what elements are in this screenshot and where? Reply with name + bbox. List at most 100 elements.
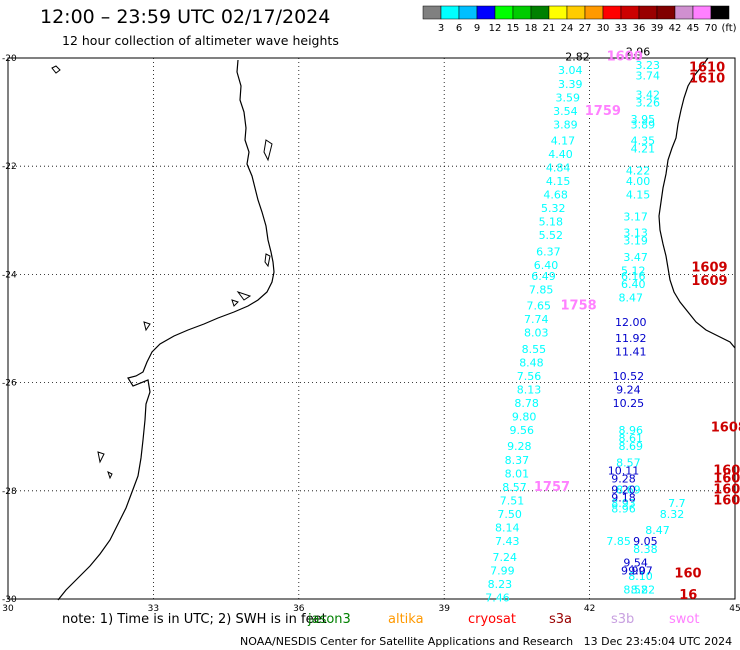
wave-height-value: 8.96 <box>611 502 636 515</box>
wave-height-value: 4.17 <box>551 135 576 148</box>
wave-height-value: 8.96 <box>619 424 644 437</box>
wave-height-value: 9.05 <box>633 535 658 548</box>
wave-height-value: 8.82 <box>631 584 656 597</box>
wave-height-value: 9.28 <box>611 473 636 486</box>
wave-height-value: 4.68 <box>543 189 568 202</box>
time-label: 160 <box>674 566 701 581</box>
wave-height-value: 4.40 <box>548 148 573 161</box>
colorbar-label: 30 <box>597 23 610 34</box>
colorbar-label: 6 <box>456 23 462 34</box>
wave-height-value: 7.85 <box>606 535 631 548</box>
legend-s3b: s3b <box>611 612 635 627</box>
wave-height-value: 7.46 <box>485 592 510 605</box>
wave-height-value: 8.69 <box>619 440 644 453</box>
wave-height-value: 8.47 <box>619 291 644 304</box>
wave-height-value: 7.51 <box>500 494 525 507</box>
colorbar-label: (ft) <box>721 23 736 34</box>
wave-height-value: 3.13 <box>623 227 648 240</box>
time-label: 1609 <box>691 274 727 289</box>
wave-height-value: 8.78 <box>514 397 539 410</box>
wave-height-value: 6.16 <box>621 270 646 283</box>
wave-height-value: 8.10 <box>628 570 653 583</box>
lat-tick-label: -20 <box>2 54 17 64</box>
wave-height-value: 7.50 <box>497 508 522 521</box>
wave-height-value: 8.03 <box>524 327 549 340</box>
wave-height-value: 9.24 <box>616 383 641 396</box>
wave-height-value: 9.18 <box>611 492 636 505</box>
wave-height-value: 4.15 <box>626 189 651 202</box>
wave-height-value: 12.00 <box>615 316 647 329</box>
wave-height-value: 7.74 <box>524 313 549 326</box>
time-label: 1608 <box>713 483 740 498</box>
wave-height-value: 4.21 <box>631 143 656 156</box>
wave-height-value: 9.20 <box>611 484 636 497</box>
wave-height-value: 8.55 <box>522 343 547 356</box>
colorbar-label: 18 <box>525 23 538 34</box>
wave-height-value: 7.65 <box>526 300 551 313</box>
time-label: 1759 <box>585 104 621 119</box>
wave-height-value: 5.12 <box>621 264 646 277</box>
wave-height-value: 8.37 <box>505 454 530 467</box>
wave-height-value: 8.69 <box>616 484 641 497</box>
wave-height-value: 8.23 <box>488 578 513 591</box>
wave-height-value: 4.84 <box>546 162 571 175</box>
wave-height-value: 3.17 <box>623 210 648 223</box>
wave-height-labels: 3.043.393.593.543.894.174.404.844.154.68… <box>485 45 685 604</box>
lat-tick-label: -26 <box>2 379 17 389</box>
time-label: 1608 <box>713 464 740 479</box>
wave-height-value: 4.15 <box>546 175 571 188</box>
axis-labels: 30 33 36 39 42 45 -20 -22 -24 -26 -28 -30 <box>2 54 740 614</box>
wave-height-value: 9.54 <box>623 557 648 570</box>
wave-height-value: 6.40 <box>621 278 646 291</box>
footer-credit: NOAA/NESDIS Center for Satellite Applica… <box>240 635 733 648</box>
wave-height-value: 3.23 <box>636 59 661 72</box>
wave-height-value: 9.80 <box>512 410 537 423</box>
wave-height-value: 6.40 <box>534 259 559 272</box>
time-label: 1608 <box>713 472 740 487</box>
wave-height-value: 4.22 <box>626 164 651 177</box>
wave-height-value: 8.38 <box>633 543 658 556</box>
time-labels: 1600175917581757161016101609160916081608… <box>534 50 740 603</box>
colorbar-label: 9 <box>474 23 480 34</box>
lon-tick-label: 39 <box>438 604 450 614</box>
colorbar-label: 39 <box>651 23 664 34</box>
wave-height-value: 8.57 <box>502 481 527 494</box>
colorbar-label: 3 <box>438 23 444 34</box>
wave-height-value: 7.7 <box>668 497 686 510</box>
colorbar-label: 24 <box>561 23 574 34</box>
wave-height-value: 3.89 <box>631 118 656 131</box>
lon-tick-label: 33 <box>148 604 159 614</box>
wave-height-value: 8.14 <box>495 521 520 534</box>
time-label: 1758 <box>561 299 597 314</box>
wave-height-value: 8.01 <box>505 467 530 480</box>
colorbar-label: 21 <box>543 23 556 34</box>
wave-height-value: 10.25 <box>613 397 645 410</box>
wave-height-value: 8.32 <box>660 508 685 521</box>
map-subtitle: 12 hour collection of altimeter wave hei… <box>62 33 339 48</box>
legend-cryosat: cryosat <box>468 612 516 627</box>
legend-jason3: jason3 <box>308 612 351 627</box>
time-label: 1609 <box>691 261 727 276</box>
wave-height-value: 5.32 <box>541 202 566 215</box>
wave-height-value: 3.95 <box>631 113 656 126</box>
wave-height-value: 11.41 <box>615 346 647 359</box>
wave-height-value: 4.35 <box>631 135 656 148</box>
wave-height-value: 3.26 <box>636 97 661 110</box>
map-frame <box>7 57 736 600</box>
time-label: 1757 <box>534 480 570 495</box>
legend-note: note: 1) Time is in UTC; 2) SWH is in fe… <box>62 612 327 627</box>
wave-height-value: 3.74 <box>636 70 661 83</box>
wave-height-value: 9.07 <box>628 565 653 578</box>
islands <box>51 65 273 480</box>
lon-tick-label: 30 <box>2 604 14 614</box>
wave-height-value: 10.52 <box>613 370 645 383</box>
time-label: 16 <box>679 588 697 603</box>
wave-height-value: 7.85 <box>529 283 554 296</box>
colorbar: 3 6 9 12 15 18 21 24 27 30 33 36 39 42 45 70 (ft) <box>422 5 737 34</box>
wave-height-value: 2.96 <box>626 45 651 58</box>
lon-tick-label: 45 <box>729 604 740 614</box>
wave-height-value: 11.92 <box>615 332 647 345</box>
wave-height-value: 3.59 <box>556 91 581 104</box>
legend-altika: altika <box>388 612 424 627</box>
legend-s3a: s3a <box>549 612 573 627</box>
